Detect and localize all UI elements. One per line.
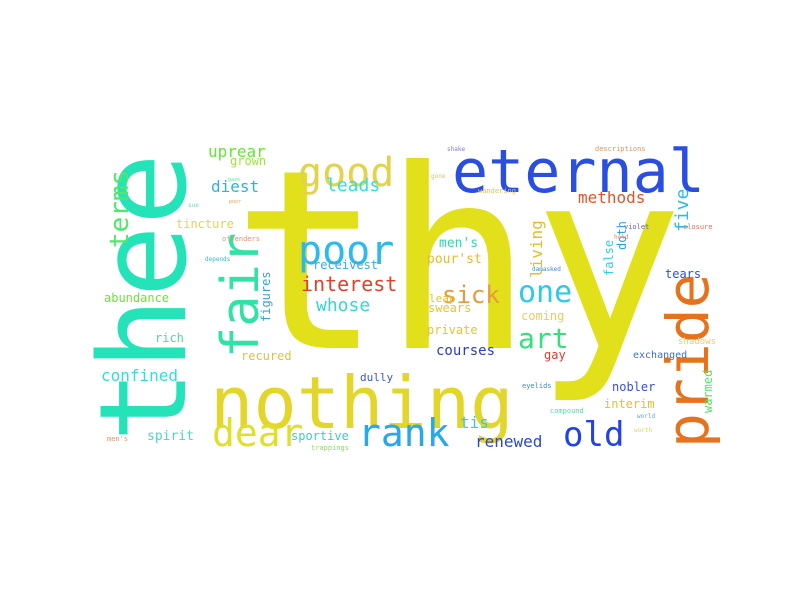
cloud-word-figures: figures (259, 271, 273, 322)
cloud-word-wandering: wandering (478, 187, 516, 195)
cloud-word-art: art (518, 322, 569, 355)
cloud-word-sportive: sportive (291, 429, 349, 443)
cloud-word-old: old (563, 415, 624, 455)
cloud-word-dear: dear (212, 411, 304, 455)
cloud-word-depends: depends (205, 256, 231, 263)
cloud-word-thee: thee (75, 153, 214, 442)
cloud-word-pride: pride (654, 273, 722, 448)
cloud-word-nobler: nobler (612, 380, 655, 394)
cloud-word-sick: sick (442, 281, 500, 309)
cloud-word-closure: closure (683, 223, 713, 231)
cloud-word-mens: men's (439, 236, 478, 251)
cloud-word-dully: dully (360, 371, 393, 384)
cloud-word-violet: violet (624, 223, 649, 231)
cloud-word-poor: poor (298, 228, 394, 274)
cloud-word-living: living (527, 220, 546, 278)
cloud-word-uprear: uprear (208, 142, 266, 161)
cloud-word-exchanged: exchanged (633, 350, 687, 361)
cloud-word-leads: leads (326, 175, 380, 196)
cloud-word-five: five (672, 189, 693, 232)
cloud-word-spirit: spirit (147, 429, 194, 444)
cloud-word-worth: worth (634, 427, 652, 434)
cloud-word-methods: methods (578, 188, 645, 207)
cloud-word-grown: grown (230, 154, 266, 168)
cloud-word-rich: rich (155, 331, 184, 345)
cloud-word-recured: recured (241, 349, 292, 363)
cloud-word-nothing: nothing (210, 361, 513, 445)
cloud-word-eternal: eternal (452, 137, 705, 207)
cloud-word-pourst: pour'st (427, 252, 482, 267)
cloud-word-shake: shake (447, 146, 465, 153)
cloud-word-eyelids: eyelids (522, 382, 552, 390)
cloud-word-leap: leap (429, 292, 456, 305)
cloud-word-poor: poor (229, 199, 241, 205)
cloud-word-one: one (518, 275, 572, 310)
cloud-word-tis: tis (460, 413, 489, 432)
cloud-word-swears: swears (428, 301, 471, 315)
cloud-word-thy: thy (232, 116, 684, 407)
cloud-word-tincture: tincture (176, 217, 234, 231)
cloud-word-warmed: warmed (701, 370, 715, 413)
cloud-word-false: false (602, 240, 616, 276)
cloud-word-receivest: receivest (313, 258, 378, 272)
cloud-word-compound: compound (550, 407, 584, 415)
cloud-word-trappings: trappings (311, 444, 349, 452)
cloud-word-gone: gone (431, 173, 446, 180)
cloud-word-world: world (637, 413, 655, 420)
cloud-word-damasked: damasked (532, 266, 561, 273)
cloud-word-rank: rank (358, 411, 450, 455)
cloud-word-sue: sue (188, 202, 199, 209)
cloud-word-descriptions: descriptions (595, 145, 646, 153)
cloud-word-interim: interim (604, 397, 655, 411)
cloud-word-gaze: gaze (228, 177, 240, 183)
cloud-word-gay: gay (544, 348, 566, 362)
cloud-word-abundance: abundance (104, 291, 169, 305)
cloud-word-renewed: renewed (475, 432, 542, 451)
cloud-word-whose: whose (316, 295, 370, 316)
cloud-word-tears: tears (665, 267, 701, 281)
cloud-word-diest: diest (211, 177, 259, 196)
cloud-word-coming: coming (521, 309, 564, 323)
cloud-word-doth: doth (615, 221, 629, 250)
cloud-word-private: private (427, 323, 478, 337)
cloud-word-interest: interest (301, 272, 397, 296)
cloud-word-mens: men's (107, 435, 128, 443)
cloud-word-fair: fair (211, 233, 271, 358)
cloud-word-courses: courses (436, 343, 495, 359)
cloud-word-good: good (298, 150, 394, 196)
cloud-word-confined: confined (101, 366, 178, 385)
cloud-word-hold: hold (614, 234, 629, 241)
cloud-word-offenders: offenders (222, 235, 260, 243)
cloud-word-terms: terms (105, 170, 135, 248)
cloud-word-shadows: shadows (678, 337, 716, 347)
